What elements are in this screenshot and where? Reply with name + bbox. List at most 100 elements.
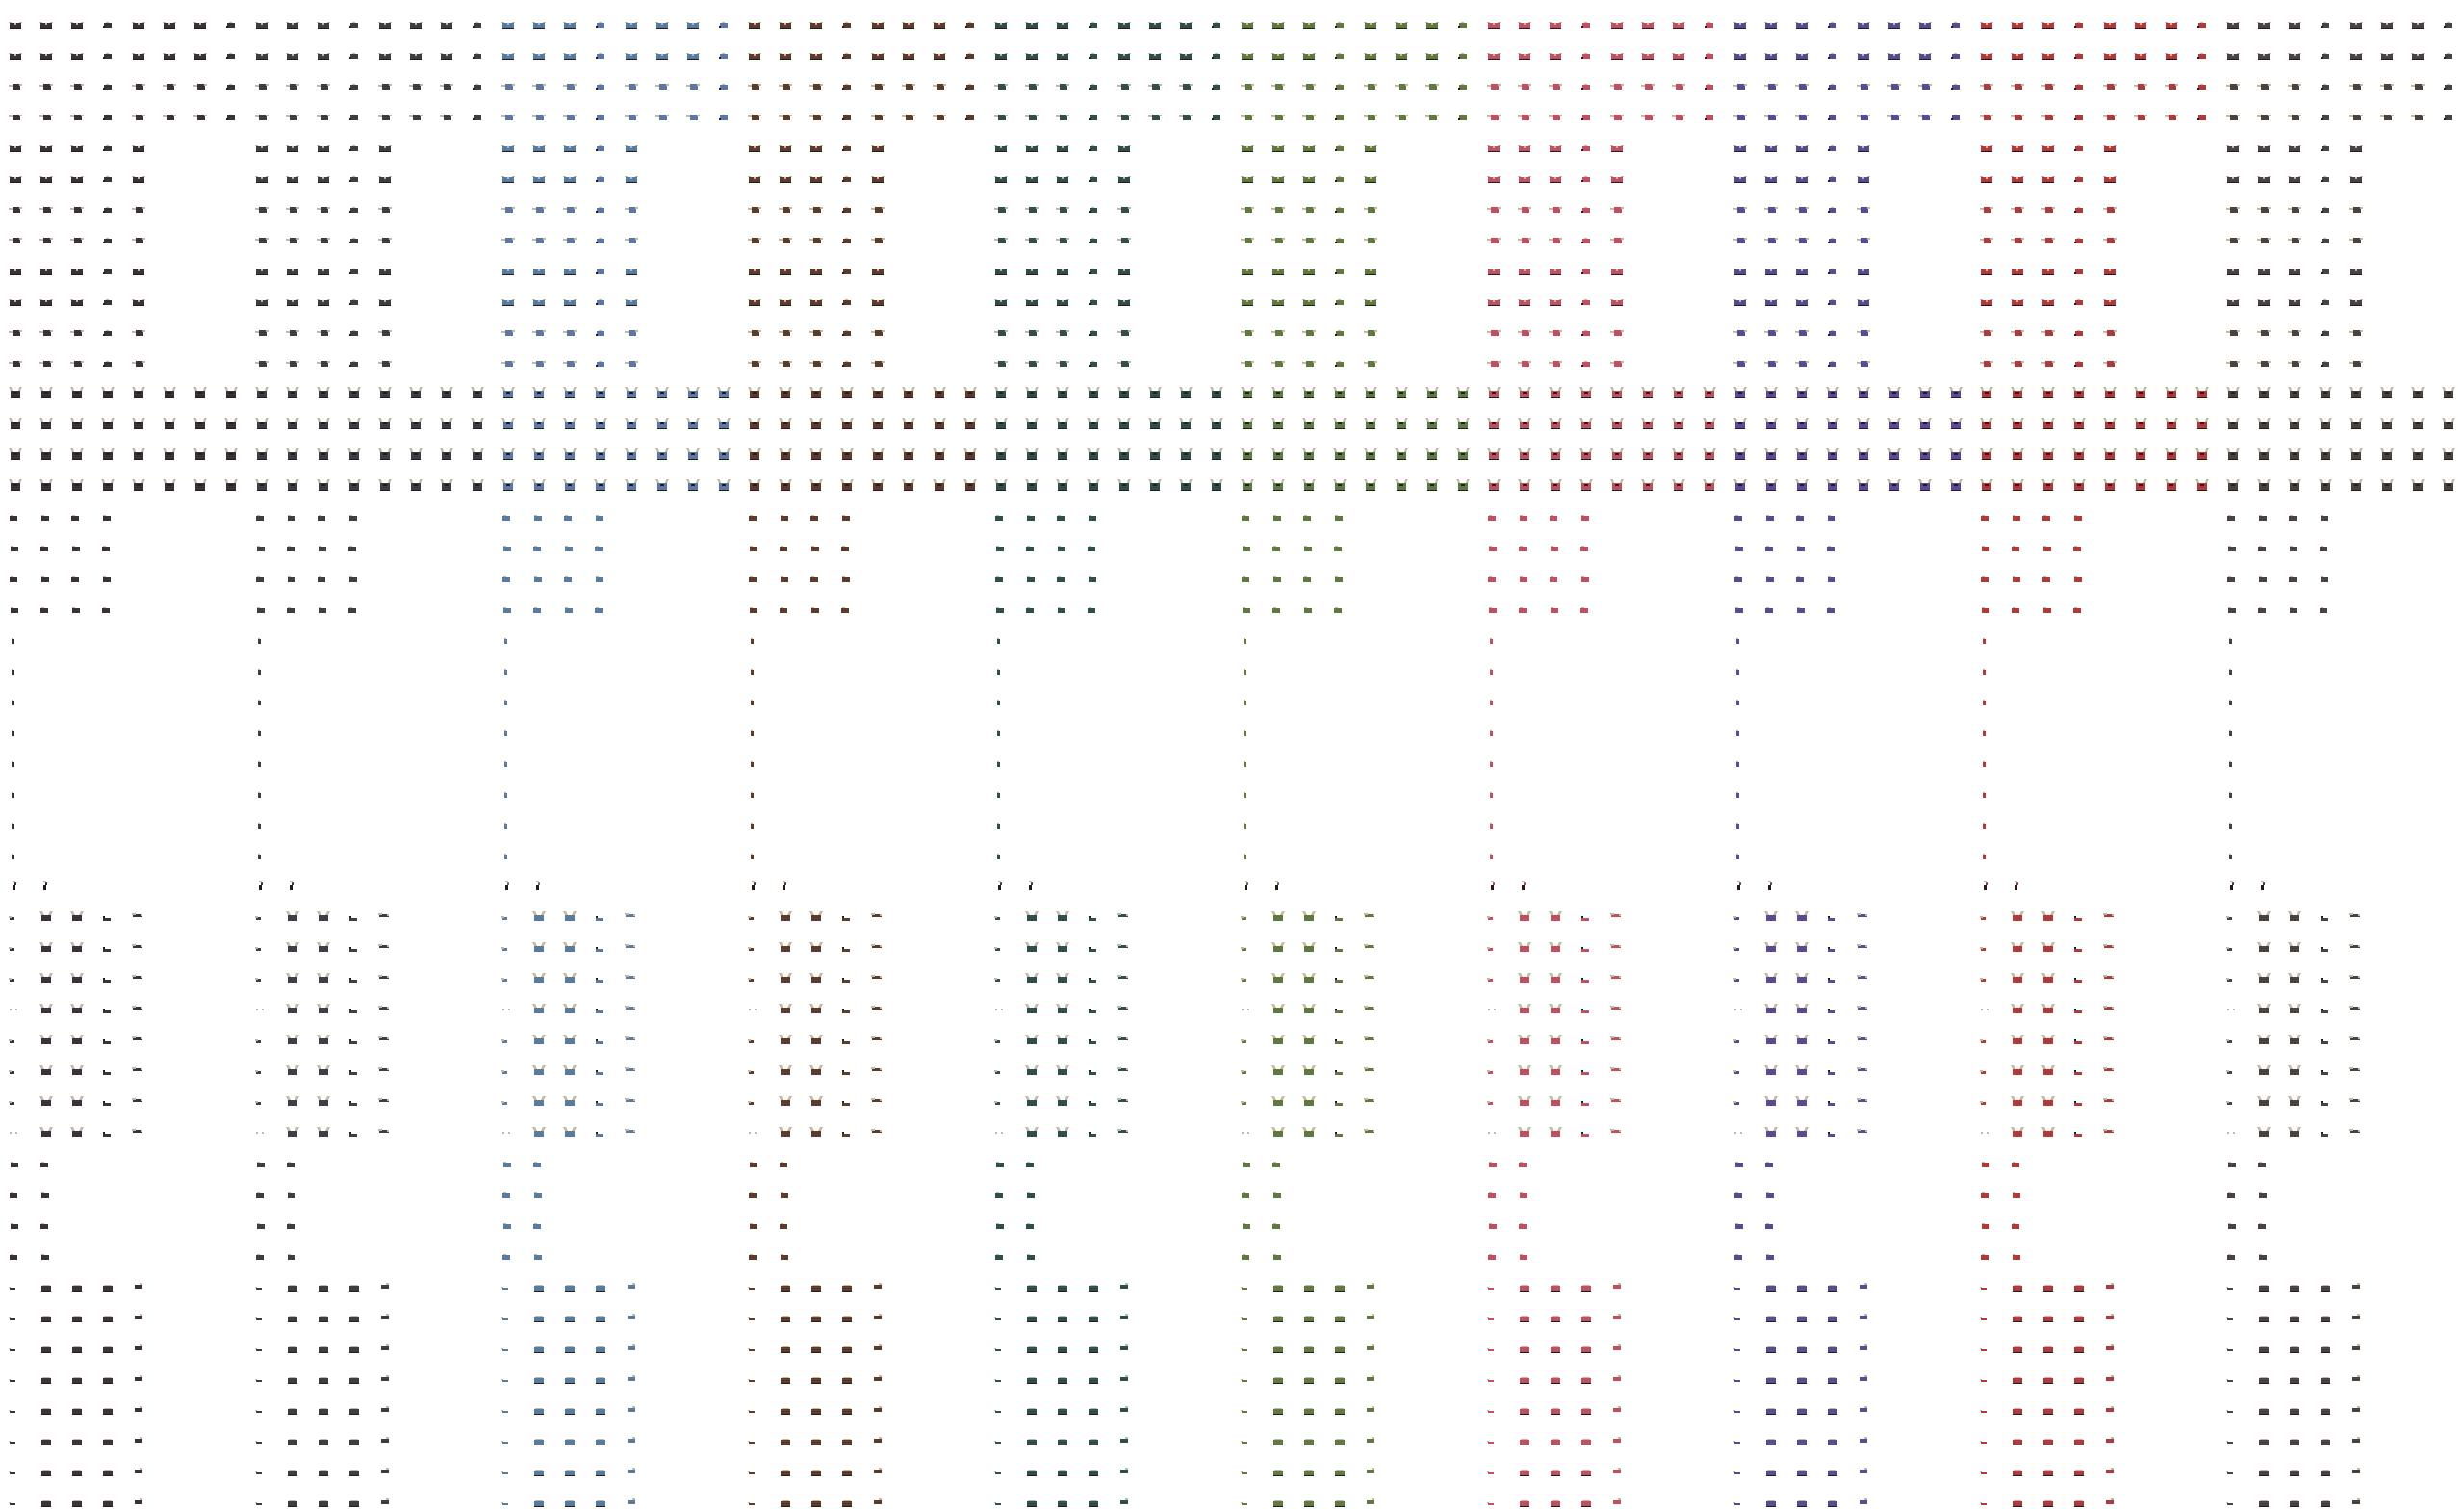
mixed-sprite-icon	[625, 913, 635, 917]
sprite-olive-horned	[1294, 462, 1324, 493]
small-sprite-icon	[995, 515, 1003, 521]
sprite-charcoal-mixed	[92, 893, 123, 924]
torso-sprite-icon	[994, 176, 1008, 183]
mixed-sprite-icon	[378, 975, 389, 979]
mixed2-sprite-icon	[565, 1346, 575, 1353]
sprite-charcoal-torso	[31, 216, 62, 246]
sprite-olive-mixed2	[1263, 1386, 1294, 1417]
sprite-slate-mixed2	[308, 1386, 339, 1417]
torso-sprite-icon	[317, 269, 330, 275]
sprite-umber-mixed	[2279, 893, 2310, 924]
sprite-brown-horned	[832, 431, 862, 462]
sprite-brown-mixed2	[832, 1293, 862, 1324]
mixed-sprite-icon	[563, 1004, 577, 1013]
horned-sprite-icon	[1703, 448, 1716, 460]
sprite-olive-small	[1232, 585, 1263, 616]
torso-sprite-icon	[1764, 176, 1778, 183]
sprite-red-horned	[2002, 462, 2033, 493]
mixed-sprite-icon	[70, 1127, 84, 1137]
sprite-indigo-torso	[1817, 123, 1848, 154]
sprite-blue-mixed	[493, 955, 524, 985]
mixed-sprite-icon	[1335, 1009, 1343, 1013]
torso-sprite-icon	[378, 115, 392, 120]
sprite-slate-mixed	[246, 985, 277, 1016]
sprite-rose-small	[1509, 554, 1540, 585]
horned-sprite-icon	[101, 418, 115, 429]
sprite-slate-tiny	[246, 678, 277, 708]
sprite-charcoal-mixed	[92, 955, 123, 985]
mixed2-sprite-icon	[1551, 1408, 1560, 1415]
sprite-charcoal-mixed	[62, 924, 92, 955]
sprite-red-mixed	[2002, 893, 2033, 924]
mixed2-sprite-icon	[748, 1502, 755, 1505]
mixed2-sprite-icon	[565, 1316, 575, 1322]
torso-sprite-icon	[1549, 115, 1562, 120]
sprite-blue-torso	[616, 62, 647, 92]
sprite-umber-torso	[2248, 246, 2279, 277]
mixed-sprite-icon	[378, 1129, 389, 1133]
mixed-sprite-icon	[1025, 911, 1039, 921]
sprite-slate-mixed2	[370, 1263, 400, 1293]
sprite-charcoal-mixed	[0, 1047, 31, 1078]
sprite-olive-mixed	[1294, 1078, 1324, 1109]
sprite-red-small	[2064, 554, 2094, 585]
torso-sprite-icon	[2226, 176, 2240, 183]
sprite-umber-mixed	[2341, 1016, 2372, 1047]
sprite-brown-torso	[893, 0, 924, 31]
horned-sprite-icon	[255, 387, 269, 398]
sprite-brown-mixed2	[862, 1355, 893, 1386]
sprite-red-mixed2	[2094, 1355, 2125, 1386]
sprite-olive-mixed2	[1232, 1355, 1263, 1386]
torso-sprite-icon	[1951, 115, 1960, 120]
sprite-slate-horned	[308, 370, 339, 400]
sprite-indigo-torso	[1786, 339, 1817, 370]
mixed2-sprite-icon	[2290, 1408, 2299, 1415]
sprite-olive-torso	[1324, 277, 1355, 308]
sprite-teal-torso	[986, 277, 1016, 308]
torso-sprite-icon	[1581, 269, 1590, 274]
sprite-brown-torso	[832, 308, 862, 339]
mixed2-sprite-icon	[1797, 1377, 1807, 1384]
sprite-teal-tiny	[986, 770, 1016, 801]
mixed-sprite-icon	[1241, 978, 1246, 982]
sprite-rose-torso	[1509, 0, 1540, 31]
mixed-sprite-icon	[2074, 1101, 2082, 1106]
sprite-rose-torso	[1540, 31, 1571, 62]
torso-sprite-icon	[317, 207, 330, 213]
sprite-charcoal-mixed2	[92, 1263, 123, 1293]
torso-sprite-icon	[1271, 84, 1285, 90]
horned-sprite-icon	[1764, 418, 1778, 429]
sprite-brown-torso	[832, 339, 862, 370]
mixed-sprite-icon	[502, 1132, 510, 1134]
sprite-indigo-torso	[1786, 185, 1817, 216]
sprite-teal-mixed	[1109, 1109, 1140, 1139]
sprite-rose-hook	[1509, 862, 1540, 893]
horned-sprite-icon	[809, 448, 823, 460]
sprite-red-horned	[2156, 400, 2187, 431]
sprite-olive-horned	[1417, 370, 1448, 400]
torso-sprite-icon	[1056, 84, 1069, 90]
sprite-charcoal-mixed2	[31, 1324, 62, 1355]
mixed-sprite-icon	[563, 1096, 577, 1106]
mixed2-sprite-icon	[501, 1317, 508, 1320]
mixed-sprite-icon	[317, 1127, 330, 1137]
torso-sprite-icon	[1025, 238, 1039, 243]
sprite-umber-small	[2218, 1232, 2248, 1263]
mixed-sprite-icon	[2349, 1036, 2360, 1040]
sprite-indigo-small	[1756, 524, 1786, 554]
mixed2-sprite-icon	[1860, 1314, 1867, 1319]
mixed2-sprite-icon	[842, 1377, 852, 1384]
torso-sprite-icon	[2288, 145, 2301, 152]
horned-sprite-icon	[963, 479, 977, 491]
torso-sprite-icon	[1581, 22, 1590, 28]
sprite-rose-mixed2	[1509, 1478, 1540, 1509]
horned-sprite-icon	[2041, 479, 2055, 491]
mixed2-sprite-icon	[135, 1283, 142, 1289]
sprite-umber-mixed	[2341, 955, 2372, 985]
sprite-red-torso	[2033, 246, 2064, 277]
sprite-indigo-mixed	[1817, 985, 1848, 1016]
sprite-indigo-torso	[1725, 308, 1756, 339]
sprite-rose-mixed	[1571, 1047, 1602, 1078]
sprite-red-small	[2064, 493, 2094, 524]
mixed2-sprite-icon	[1766, 1346, 1776, 1353]
